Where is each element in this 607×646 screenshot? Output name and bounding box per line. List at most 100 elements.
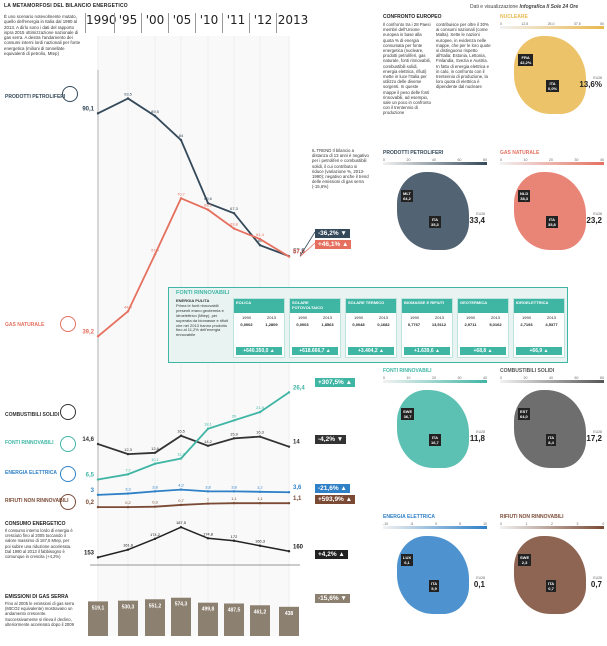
map-title: COMBUSTIBILI SOLIDI — [500, 368, 555, 374]
map-eu-value: EU28 17,2 — [586, 430, 602, 443]
map-europe-shape — [514, 172, 586, 250]
data-point — [258, 435, 262, 438]
data-point — [232, 419, 236, 422]
data-label: 3,7 — [257, 485, 263, 490]
map-italy-box: ITA 0,7 — [546, 580, 557, 592]
data-label: 12,3 — [124, 447, 133, 452]
emission-bar — [279, 606, 299, 636]
data-point — [96, 505, 100, 509]
scale-tick: -5 — [410, 522, 414, 526]
series-line-0 — [97, 97, 290, 257]
data-label: 14,6 — [82, 437, 94, 443]
scale-tick: 30 — [457, 376, 462, 380]
data-point — [287, 501, 291, 505]
map-gradient — [500, 526, 604, 529]
data-label: 12,6 — [151, 446, 160, 451]
card-years: 1990 2013 — [466, 315, 500, 320]
data-label: 15,9 — [230, 431, 239, 436]
map-gas-naturale: GAS NATURALE 0 10 20 30 40 ITA 35,8 NLD 38,3 EU28 2… — [500, 150, 604, 268]
map-combustibili-solidi: COMBUSTIBILI SOLIDI 0 20 40 60 80 ITA 8,4 EST 64,… — [500, 368, 604, 486]
data-point — [206, 201, 210, 205]
data-point — [96, 112, 100, 115]
data-label: 14,2 — [204, 439, 213, 444]
data-point — [153, 253, 157, 256]
data-label: 1 — [207, 497, 210, 502]
card-variation: +618.666,7 ▲ — [292, 347, 338, 355]
gas-flame-icon — [60, 316, 76, 332]
data-label: 0,2 — [86, 500, 95, 506]
emission-label: 499,8 — [202, 607, 215, 613]
year-label: '10 — [195, 13, 222, 33]
map-title: PRODOTTI PETROLIFERI — [383, 150, 444, 156]
scale-tick: 40 — [483, 376, 487, 380]
card-variation: +66,9 ▲ — [516, 347, 562, 355]
map-europe-shape — [397, 172, 469, 250]
emission-label: 438 — [285, 611, 294, 617]
series-line-4 — [97, 488, 290, 496]
map-eu-value: EU28 0,7 — [590, 576, 602, 589]
label-electricity: ENERGIA ELETTRICA — [5, 470, 58, 476]
change-badge-petroleum: -36,2% ▼ — [315, 229, 350, 238]
scale-tick: 30 — [574, 158, 579, 162]
change-badge-consumption: +4,2% ▲ — [315, 550, 348, 559]
label-petroleum: PRODOTTI PETROLIFERI — [5, 94, 66, 100]
map-europe-shape — [514, 390, 586, 468]
change-badge-solids: -4,2% ▼ — [315, 435, 347, 444]
data-point — [126, 505, 130, 509]
map-extra-box: LUX 6,1 — [401, 554, 413, 566]
data-point — [96, 335, 100, 338]
renewables-title: FONTI RINNOVABILI — [176, 290, 230, 296]
data-point — [153, 490, 157, 493]
label-solids: COMBUSTIBILI SOLIDI — [5, 412, 60, 418]
data-point — [206, 490, 210, 493]
europe-text-1: Il confronto tra i 28 Paesi membri dell'… — [383, 22, 432, 116]
map-italy-box: ITA 0,0% — [546, 80, 560, 92]
renewables-intro: ENERGIA PULITA Prima le fonti rinnovabil… — [176, 298, 229, 338]
change-badge-gas: +46,1% ▲ — [315, 240, 352, 249]
map-extra-box: SWE 2,3 — [518, 554, 532, 566]
data-label: 39,2 — [82, 329, 94, 335]
data-label: 3,3 — [125, 487, 131, 492]
data-label: 70,7 — [177, 191, 186, 196]
map-eu-value: EU28 33,4 — [469, 212, 485, 225]
label-emissions: EMISSIONI DI GAS SERRA — [5, 594, 69, 600]
data-point — [153, 505, 157, 508]
data-label: 89,5 — [151, 109, 160, 114]
card-years: 1990 2013 — [410, 315, 444, 320]
card-values: 2,9711 5,0162 — [464, 322, 502, 327]
data-point — [232, 437, 236, 440]
map-italy-box: ITA 5,9 — [429, 580, 440, 592]
consumption-point — [126, 548, 130, 551]
data-label: 1,1 — [231, 496, 237, 501]
consumption-point — [287, 550, 291, 553]
data-label: 93,5 — [124, 91, 133, 96]
data-point — [179, 457, 183, 460]
data-point — [96, 478, 100, 481]
map-eu-value: EU28 23,2 — [586, 212, 602, 225]
data-point — [232, 501, 236, 505]
data-point — [206, 502, 210, 505]
data-label: 60 — [258, 238, 263, 243]
map-scale: 0 1 2 3 4 — [500, 522, 604, 526]
map-fonti-rinnovabili: FONTI RINNOVABILI 0 10 20 30 40 ITA 16,7 SWE 36,7… — [383, 368, 487, 486]
data-point — [126, 97, 130, 100]
consumption-point — [96, 556, 100, 559]
card-years: 1990 2013 — [354, 315, 388, 320]
card-variation: +640.350,0 ▲ — [236, 347, 282, 355]
consumption-point — [153, 537, 157, 541]
data-point — [126, 310, 130, 313]
data-label: 3 — [91, 488, 95, 494]
map-scale: 0 20 40 60 80 — [500, 376, 604, 380]
map-extra-box: FRA 42,2% — [518, 54, 534, 66]
scale-tick: 0 — [500, 376, 502, 380]
map-scale: 0 12,5 25,0 37,5 50 — [500, 22, 604, 26]
scale-tick: 50 — [600, 22, 604, 26]
data-point — [126, 473, 130, 476]
connector — [299, 231, 316, 257]
data-point — [287, 491, 291, 494]
emission-bar — [118, 600, 138, 636]
data-label: 4,2 — [178, 483, 184, 488]
series-line-1 — [97, 197, 290, 337]
trash-icon — [60, 494, 76, 510]
data-point — [96, 493, 100, 497]
